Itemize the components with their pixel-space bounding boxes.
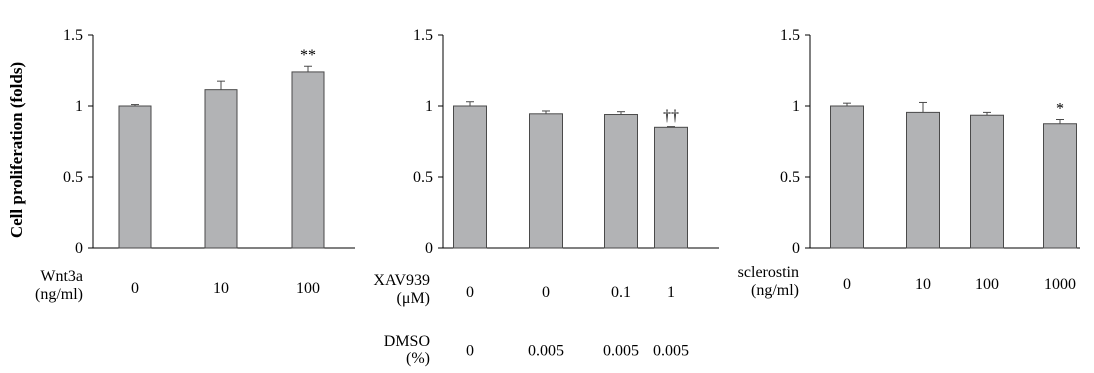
- y-tick-label: 1.5: [780, 27, 800, 44]
- y-tick-label: 0.5: [63, 169, 83, 186]
- y-tick-label: 0: [425, 240, 433, 257]
- x-category-label: 10: [213, 280, 229, 297]
- y-tick-label: 0.5: [413, 169, 433, 186]
- category-row-label: sclerostin: [738, 264, 799, 281]
- x-category-label: 0.005: [528, 343, 564, 360]
- bar: [118, 105, 152, 249]
- y-tick-label: 0.5: [780, 169, 800, 186]
- y-tick-label: 0: [75, 240, 83, 257]
- category-row-label: (ng/ml): [751, 282, 799, 299]
- bar: [654, 126, 688, 249]
- bar: [204, 89, 238, 249]
- x-category-label: 0: [466, 343, 474, 360]
- category-row-label: (ng/ml): [35, 286, 83, 303]
- category-row-label: XAV939: [373, 272, 430, 289]
- significance-marker: *: [1056, 100, 1064, 117]
- x-category-label: 100: [975, 276, 999, 293]
- bar: [830, 105, 864, 249]
- x-category-label: 0.005: [603, 343, 639, 360]
- y-tick-label: 1: [792, 98, 800, 115]
- bar: [906, 111, 940, 249]
- significance-marker: **: [300, 47, 316, 64]
- y-tick-label: 1.5: [63, 27, 83, 44]
- x-category-label: 0: [542, 284, 550, 301]
- x-category-label: 0: [466, 284, 474, 301]
- x-category-label: 0.005: [653, 343, 689, 360]
- x-category-label: 1000: [1044, 276, 1076, 293]
- y-tick-label: 1: [75, 98, 83, 115]
- x-category-label: 1: [667, 284, 675, 301]
- y-tick-label: 1.5: [413, 27, 433, 44]
- y-tick-label: 1: [425, 98, 433, 115]
- category-row-label: Wnt3a: [40, 268, 83, 285]
- x-category-label: 10: [915, 276, 931, 293]
- category-row-label: (%): [406, 350, 430, 367]
- significance-marker: ††: [663, 108, 679, 125]
- y-axis-label: Cell proliferation (folds): [7, 62, 26, 238]
- bar: [1043, 123, 1077, 249]
- bar: [453, 105, 487, 249]
- x-category-label: 0: [843, 276, 851, 293]
- bar: [291, 71, 325, 249]
- x-category-label: 100: [296, 280, 320, 297]
- category-row-label: (μM): [397, 290, 430, 307]
- x-category-label: 0: [131, 280, 139, 297]
- y-tick-label: 0: [792, 240, 800, 257]
- bar: [970, 114, 1004, 249]
- bar: [604, 114, 638, 249]
- bar: [529, 113, 563, 249]
- x-category-label: 0.1: [611, 284, 631, 301]
- category-row-label: DMSO: [384, 333, 430, 350]
